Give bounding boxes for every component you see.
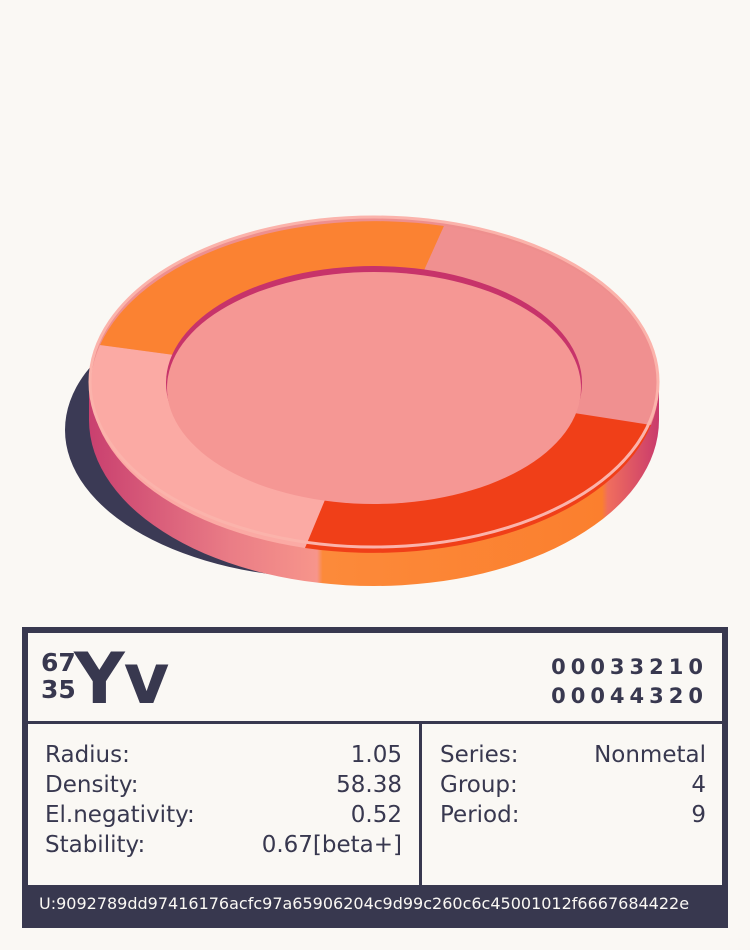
class-row-group: Group: 4	[440, 772, 706, 802]
property-value: 0.67[beta+]	[261, 832, 402, 858]
inner-face	[167, 272, 581, 504]
property-row-electronegativity: El.negativity: 0.52	[45, 802, 402, 832]
class-row-series: Series: Nonmetal	[440, 742, 706, 772]
class-label: Period:	[440, 802, 520, 828]
element-symbol: Yv	[74, 638, 169, 720]
code-line-2: 00044320	[551, 684, 708, 708]
uid-footer: U:9092789dd97416176acfc97a65906204c9d99c…	[28, 885, 722, 922]
classification-panel: Series: Nonmetal Group: 4 Period: 9	[422, 724, 722, 890]
mass-number: 67	[41, 648, 76, 677]
element-codes: 00033210 00044320	[551, 653, 708, 711]
card-header: 67 35 Yv 00033210 00044320	[28, 633, 722, 724]
card-body: Radius: 1.05 Density: 58.38 El.negativit…	[28, 724, 722, 890]
class-value: 9	[691, 802, 706, 828]
code-line-1: 00033210	[551, 655, 708, 679]
class-row-period: Period: 9	[440, 802, 706, 832]
atomic-number: 35	[41, 675, 76, 704]
class-label: Group:	[440, 772, 518, 798]
property-label: Density:	[45, 772, 139, 798]
element-card: 67 35 Yv 00033210 00044320 Radius: 1.05 …	[22, 627, 728, 928]
property-label: Radius:	[45, 742, 130, 768]
property-row-radius: Radius: 1.05	[45, 742, 402, 772]
class-value: 4	[691, 772, 706, 798]
property-label: Stability:	[45, 832, 146, 858]
class-label: Series:	[440, 742, 519, 768]
property-value: 1.05	[350, 742, 402, 768]
property-row-stability: Stability: 0.67[beta+]	[45, 832, 402, 862]
property-value: 58.38	[336, 772, 402, 798]
property-value: 0.52	[350, 802, 402, 828]
disc-top-rim	[88, 215, 660, 549]
class-value: Nonmetal	[594, 742, 706, 768]
properties-panel: Radius: 1.05 Density: 58.38 El.negativit…	[28, 724, 422, 890]
element-numbers: 67 35	[41, 649, 76, 703]
property-label: El.negativity:	[45, 802, 195, 828]
property-row-density: Density: 58.38	[45, 772, 402, 802]
disc-illustration	[65, 215, 661, 588]
